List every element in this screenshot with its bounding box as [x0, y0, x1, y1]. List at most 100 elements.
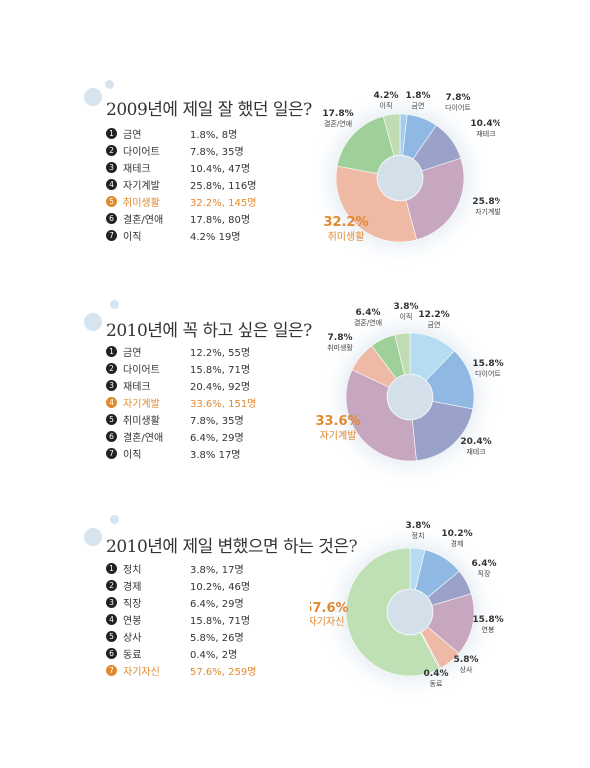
slice-category-label: 다이어트 [445, 103, 471, 112]
section-2009: 2009년에 제일 잘 했던 일은? 1 금연 1.8%, 8명 2 다이어트 7.8%,… [0, 0, 590, 270]
donut-hole [388, 590, 432, 634]
list-item: 1 정치 3.8%, 17명 [106, 560, 256, 577]
slice-percent-label: 1.8% [406, 91, 431, 101]
decor-bubble [110, 300, 119, 309]
item-value: 6.4%, 29명 [190, 433, 244, 444]
pie-slice [335, 165, 418, 243]
item-label: 금연 [123, 348, 142, 359]
number-marker: 6 [106, 648, 117, 659]
slice-category-label: 정치 [412, 531, 425, 540]
item-value: 17.8%, 80명 [190, 215, 251, 226]
section-2010-changes: 2010년에 제일 변했으면 하는 것은? 1 정치 3.8%, 17명 2 경제 10.… [0, 0, 590, 704]
item-label: 직장 [123, 599, 142, 610]
item-value: 25.8%, 116명 [190, 181, 257, 192]
number-marker: 4 [106, 397, 117, 408]
donut-hole [388, 375, 432, 419]
number-marker: 1 [106, 346, 117, 357]
slice-percent-label: 15.8% [472, 615, 503, 625]
list-item: 6 동료 0.4%, 2명 [106, 645, 256, 662]
legend-list: 1 정치 3.8%, 17명 2 경제 10.2%, 46명 3 직장 6.4%, 29명 4 연봉… [106, 560, 256, 679]
item-value: 5.8%, 26명 [190, 633, 244, 644]
pie-slice [382, 113, 401, 157]
item-value: 12.2%, 55명 [190, 348, 251, 359]
item-label: 상사 [123, 633, 142, 644]
number-marker: 7 [106, 665, 117, 676]
slice-percent-label: 6.4% [472, 559, 497, 569]
item-label: 연봉 [123, 616, 142, 627]
list-item: 7 자기자신 57.6%, 259명 [106, 662, 256, 679]
slice-percent-label: 10.4% [470, 119, 500, 129]
slice-percent-label: 32.2% [323, 215, 368, 230]
item-value: 57.6%, 259명 [190, 667, 257, 678]
item-value: 3.8% 17명 [190, 450, 241, 461]
item-value: 4.2% 19명 [190, 232, 241, 243]
donut-chart: 1.8%금연 7.8%다이어트 10.4%재테크 25.8%자기계발 32.2%취미생활… [308, 86, 500, 270]
list-item: 3 직장 6.4%, 29명 [106, 594, 256, 611]
item-value: 33.6%, 151명 [190, 399, 257, 410]
list-item: 1 금연 12.2%, 55명 [106, 343, 256, 360]
item-label: 금연 [123, 130, 142, 141]
pie-slice [345, 369, 417, 462]
slice-category-label: 금연 [428, 321, 441, 329]
item-label: 결혼/연애 [123, 215, 164, 226]
slice-percent-label: 33.6% [315, 414, 360, 429]
item-label: 다이어트 [123, 365, 160, 376]
list-item: 4 연봉 15.8%, 71명 [106, 611, 256, 628]
slice-category-label: 경제 [451, 539, 464, 548]
number-marker: 7 [106, 230, 117, 241]
slice-category-label: 취미생활 [327, 343, 353, 352]
item-value: 15.8%, 71명 [190, 365, 251, 376]
list-item: 6 결혼/연애 17.8%, 80명 [106, 210, 256, 227]
slice-category-label: 재테크 [476, 130, 496, 138]
slice-category-label: 자기계발 [320, 430, 357, 442]
donut-hole [378, 156, 422, 200]
pie-slice [411, 400, 474, 462]
item-label: 이직 [123, 450, 142, 461]
number-marker: 2 [106, 363, 117, 374]
list-item: 5 취미생활 7.8%, 35명 [106, 411, 256, 428]
item-value: 6.4%, 29명 [190, 599, 244, 610]
chart-title: 2010년에 꼭 하고 싶은 일은? [106, 321, 312, 341]
slice-percent-label: 57.6% [310, 601, 349, 616]
item-value: 10.2%, 46명 [190, 582, 251, 593]
slice-percent-label: 7.8% [328, 333, 353, 343]
pie-slice [345, 547, 440, 677]
number-marker: 5 [106, 631, 117, 642]
list-item: 3 재테크 10.4%, 47명 [106, 159, 256, 176]
slice-category-label: 금연 [412, 102, 425, 110]
list-item: 2 경제 10.2%, 46명 [106, 577, 256, 594]
slice-category-label: 다이어트 [475, 369, 501, 378]
item-value: 15.8%, 71명 [190, 616, 251, 627]
legend-list: 1 금연 1.8%, 8명 2 다이어트 7.8%, 35명 3 재테크 10.4%, 47명 4… [106, 125, 256, 244]
donut-chart: 3.8%정치 10.2%경제 6.4%직장 15.8%연봉 5.8%상사 0.4%동료 57… [310, 520, 504, 704]
item-value: 7.8%, 35명 [190, 416, 244, 427]
item-value: 7.8%, 35명 [190, 147, 244, 158]
slice-percent-label: 0.4% [424, 669, 449, 679]
number-marker: 4 [106, 179, 117, 190]
decor-bubble [84, 528, 102, 546]
list-item: 3 재테크 20.4%, 92명 [106, 377, 256, 394]
number-marker: 3 [106, 162, 117, 173]
pie-slice [405, 157, 465, 241]
item-label: 자기계발 [123, 399, 160, 410]
slice-category-label: 이직 [380, 101, 393, 110]
list-item: 2 다이어트 15.8%, 71명 [106, 360, 256, 377]
list-item: 2 다이어트 7.8%, 35명 [106, 142, 256, 159]
item-value: 3.8%, 17명 [190, 565, 244, 576]
item-label: 정치 [123, 565, 142, 576]
decor-bubble [105, 80, 114, 89]
list-item: 7 이직 4.2% 19명 [106, 227, 256, 244]
slice-percent-label: 12.2% [418, 310, 449, 320]
slice-percent-label: 17.8% [322, 109, 353, 119]
item-value: 20.4%, 92명 [190, 382, 251, 393]
section-2010-plans: 2010년에 꼭 하고 싶은 일은? 1 금연 12.2%, 55명 2 다이어트 15.… [0, 0, 590, 489]
decor-bubble [110, 515, 119, 524]
item-value: 0.4%, 2명 [190, 650, 238, 661]
item-label: 재테크 [123, 382, 151, 393]
slice-category-label: 직장 [478, 569, 491, 578]
number-marker: 5 [106, 196, 117, 207]
slice-category-label: 결혼/연애 [354, 318, 382, 327]
slice-percent-label: 7.8% [446, 93, 471, 103]
slice-category-label: 취미생활 [328, 230, 365, 243]
item-label: 다이어트 [123, 147, 160, 158]
